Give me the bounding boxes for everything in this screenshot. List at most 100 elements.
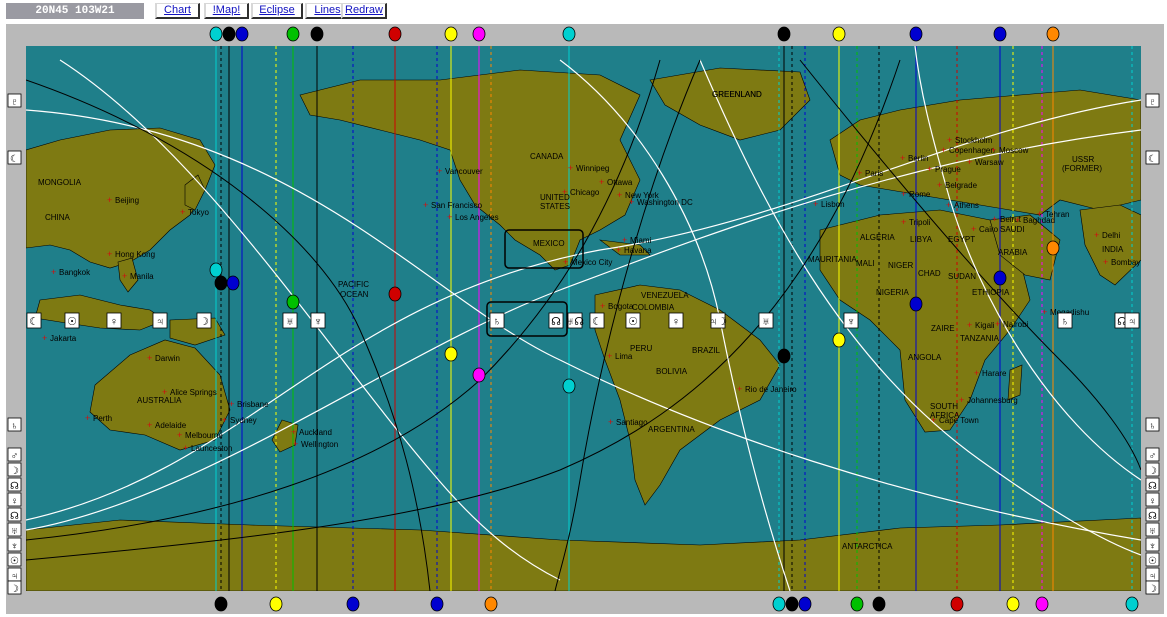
lines-button[interactable]: Lines bbox=[305, 3, 350, 19]
svg-text:♀: ♀ bbox=[110, 316, 118, 328]
svg-text:+: + bbox=[423, 200, 428, 210]
svg-text:Rome: Rome bbox=[909, 190, 931, 199]
midline-glyph-4: ☽ bbox=[196, 312, 212, 329]
svg-text:♀: ♀ bbox=[1149, 496, 1157, 507]
svg-text:+: + bbox=[967, 320, 972, 330]
region-label: CANADA bbox=[530, 152, 564, 161]
svg-text:Mogadishu: Mogadishu bbox=[1050, 308, 1089, 317]
coordinates-readout: 20N45 103W21 bbox=[6, 3, 144, 19]
svg-text:☊: ☊ bbox=[10, 511, 19, 522]
svg-text:Paris: Paris bbox=[865, 169, 883, 178]
right-glyph-4: ☽ bbox=[1145, 462, 1160, 477]
city-label: + Mogadishu bbox=[1042, 307, 1089, 317]
map-button[interactable]: !Map! bbox=[204, 3, 249, 19]
svg-text:☾: ☾ bbox=[1148, 154, 1157, 165]
top-marker-saturn-3 bbox=[286, 26, 300, 42]
left-glyph-3: ♂ bbox=[7, 447, 22, 462]
midline-glyph-14: ♅ bbox=[758, 312, 774, 329]
city-label: + Sydney bbox=[222, 415, 257, 425]
europe-landmass bbox=[829, 89, 1141, 216]
svg-text:Bogota: Bogota bbox=[608, 302, 634, 311]
svg-text:+: + bbox=[563, 257, 568, 267]
svg-text:+: + bbox=[147, 353, 152, 363]
svg-text:+: + bbox=[617, 190, 622, 200]
mid-marker-6 bbox=[472, 367, 486, 383]
planet-markers bbox=[209, 26, 1139, 612]
left-glyph-0: ♇ bbox=[7, 93, 22, 108]
left-glyph-10: ☉ bbox=[7, 552, 22, 567]
svg-text:+: + bbox=[162, 387, 167, 397]
top-marker-pluto-2 bbox=[235, 26, 249, 42]
mid-marker-10 bbox=[909, 296, 923, 312]
midline-glyph-0: ☾ bbox=[26, 312, 42, 329]
city-label: + Santiago bbox=[608, 417, 648, 427]
svg-text:Johannesburg: Johannesburg bbox=[967, 396, 1018, 405]
bottom-marker-venus-11 bbox=[1006, 596, 1020, 612]
svg-text:♄: ♄ bbox=[493, 316, 501, 328]
mid-marker-12 bbox=[1046, 240, 1060, 256]
svg-text:♄: ♄ bbox=[1061, 316, 1069, 328]
midline-glyph-9: ♅☊ bbox=[566, 312, 584, 329]
right-glyph-11: ♃ bbox=[1145, 567, 1160, 582]
region-label: EGYPT bbox=[948, 235, 975, 244]
svg-text:☊: ☊ bbox=[1117, 316, 1127, 328]
svg-text:☉: ☉ bbox=[67, 316, 77, 328]
city-label: + Berlin bbox=[900, 153, 928, 163]
city-label: + Prague bbox=[927, 164, 961, 174]
svg-text:+: + bbox=[622, 235, 627, 245]
toolbar: 20N45 103W21 Chart !Map! Eclipse Lines R… bbox=[0, 0, 1167, 22]
city-label: + Beirut bbox=[992, 214, 1022, 224]
city-label: + Washington DC bbox=[629, 197, 693, 207]
chart-button[interactable]: Chart bbox=[155, 3, 200, 19]
region-label: NIGER bbox=[888, 261, 914, 270]
city-label: + Mexico City bbox=[563, 257, 612, 267]
new-zealand-landmass bbox=[271, 419, 299, 453]
region-label: VENEZUELA bbox=[641, 291, 689, 300]
eclipse-button[interactable]: Eclipse bbox=[251, 3, 303, 19]
bottom-marker-uranus-12 bbox=[1035, 596, 1049, 612]
svg-text:+: + bbox=[229, 399, 234, 409]
svg-text:Hong Kong: Hong Kong bbox=[115, 250, 155, 259]
svg-text:☊: ☊ bbox=[10, 481, 19, 492]
svg-text:☉: ☉ bbox=[1148, 556, 1157, 567]
madagascar-landmass bbox=[1007, 364, 1023, 401]
bottom-marker-pluto-2 bbox=[346, 596, 360, 612]
svg-text:♅☊: ♅☊ bbox=[566, 316, 584, 328]
region-label: PERU bbox=[630, 344, 652, 353]
svg-text:Tokyo: Tokyo bbox=[188, 208, 209, 217]
svg-text:+: + bbox=[959, 395, 964, 405]
redraw-button[interactable]: Redraw bbox=[341, 3, 387, 19]
region-label: GREENLAND bbox=[712, 90, 762, 99]
region-label: MEXICO bbox=[533, 239, 565, 248]
right-glyph-3: ♂ bbox=[1145, 447, 1160, 462]
svg-text:☾: ☾ bbox=[10, 154, 19, 165]
bottom-marker-mercury-5 bbox=[772, 596, 786, 612]
city-label: + Los Angeles bbox=[447, 212, 499, 222]
svg-text:♆: ♆ bbox=[11, 541, 19, 552]
city-label: + Lima bbox=[607, 351, 633, 361]
region-label: NIGERIA bbox=[876, 288, 910, 297]
region-label: PACIFIC bbox=[338, 280, 369, 289]
city-label: + Alice Springs bbox=[162, 387, 217, 397]
mid-marker-8 bbox=[777, 348, 791, 364]
region-label: SUDAN bbox=[948, 272, 976, 281]
mid-marker-5 bbox=[444, 346, 458, 362]
city-label: + Rome bbox=[901, 189, 931, 199]
city-label: + Tehran bbox=[1037, 209, 1069, 219]
svg-text:+: + bbox=[42, 333, 47, 343]
planet-lines bbox=[215, 46, 1133, 591]
midline-glyph-13: ♃☽ bbox=[709, 312, 727, 329]
city-label: + Bangkok bbox=[51, 267, 91, 277]
bottom-marker-saturn-8 bbox=[850, 596, 864, 612]
city-label: + Darwin bbox=[147, 353, 180, 363]
svg-text:♀: ♀ bbox=[672, 316, 680, 328]
region-label: (FORMER) bbox=[1062, 164, 1102, 173]
top-marker-venus-6 bbox=[444, 26, 458, 42]
svg-text:Chicago: Chicago bbox=[570, 188, 600, 197]
city-label: + New York bbox=[617, 190, 660, 200]
svg-text:+: + bbox=[992, 214, 997, 224]
mid-marker-9 bbox=[832, 332, 846, 348]
svg-text:Berlin: Berlin bbox=[908, 154, 928, 163]
city-label: + San Francisco bbox=[423, 200, 483, 210]
